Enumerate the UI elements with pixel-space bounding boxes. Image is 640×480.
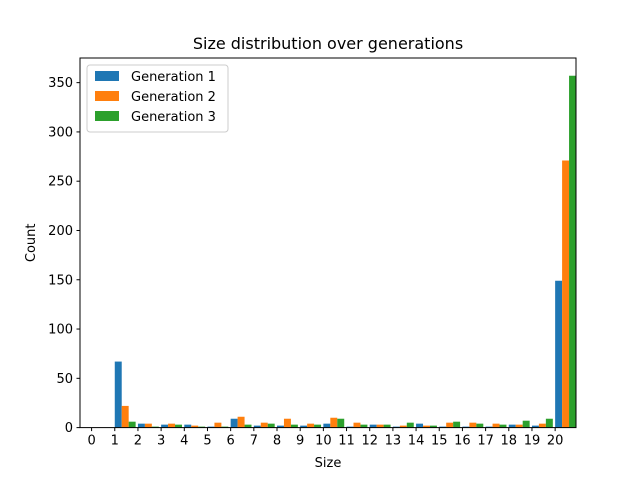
x-tick-label: 16 — [454, 434, 471, 449]
bar-gen3-size-17 — [499, 424, 507, 428]
x-tick-label: 15 — [431, 434, 448, 449]
x-tick-label: 6 — [227, 434, 235, 449]
bar-gen3-size-8 — [290, 424, 298, 428]
bar-gen2-size-2 — [144, 423, 152, 428]
bar-gen2-size-19 — [538, 423, 546, 428]
bar-gen2-size-20 — [562, 160, 570, 428]
bar-gen2-size-14 — [423, 425, 430, 428]
bar-gen1-size-12 — [369, 424, 377, 428]
bar-gen1-size-4 — [184, 424, 192, 428]
bar-gen2-size-18 — [515, 424, 523, 428]
bar-gen2-size-1 — [121, 405, 129, 428]
bar-gen3-size-20 — [569, 75, 576, 428]
bar-gen2-size-12 — [376, 424, 384, 428]
x-tick-label: 11 — [338, 434, 355, 449]
bars-layer — [114, 75, 576, 428]
legend-swatch-gen3 — [95, 111, 119, 121]
y-axis-label: Count — [24, 223, 39, 262]
bar-gen2-size-3 — [168, 423, 176, 428]
bar-gen3-size-14 — [429, 425, 437, 428]
y-tick-label: 200 — [48, 224, 73, 239]
x-axis-label: Size — [315, 456, 342, 471]
bar-gen1-size-6 — [230, 418, 238, 428]
y-tick-label: 100 — [48, 323, 73, 338]
bar-gen3-size-15 — [453, 421, 461, 428]
bar-gen2-size-15 — [446, 422, 454, 428]
x-tick-label: 20 — [547, 434, 564, 449]
y-tick-label: 350 — [48, 76, 73, 91]
x-tick-label: 9 — [296, 434, 304, 449]
bar-gen2-size-8 — [283, 418, 291, 428]
x-tick-label: 19 — [524, 434, 541, 449]
bar-gen3-size-13 — [406, 422, 414, 428]
x-tick-label: 4 — [180, 434, 188, 449]
x-tick-label: 7 — [250, 434, 258, 449]
bar-gen1-size-2 — [137, 423, 145, 428]
legend-label-gen2: Generation 2 — [131, 90, 216, 105]
x-ticks: 0 1 2 3 4 5 6 7 8 9 10 11 12 13 14 15 16 17 18 19 20 — [87, 427, 564, 449]
x-tick-label: 13 — [385, 434, 402, 449]
x-tick-label: 2 — [134, 434, 142, 449]
bar-gen1-size-1 — [114, 361, 122, 428]
bar-gen3-size-18 — [522, 420, 530, 428]
legend-swatch-gen2 — [95, 91, 119, 101]
bar-gen2-size-5 — [214, 422, 222, 428]
bar-gen1-size-8 — [277, 425, 284, 428]
x-tick-label: 18 — [501, 434, 518, 449]
bar-gen2-size-17 — [492, 423, 500, 428]
y-tick-label: 300 — [48, 125, 73, 140]
bar-gen3-size-3 — [175, 424, 182, 428]
y-tick-label: 50 — [56, 372, 73, 387]
bar-gen3-size-1 — [128, 421, 136, 428]
bar-gen3-size-7 — [267, 423, 275, 428]
bar-gen2-size-7 — [260, 422, 268, 428]
x-tick-label: 17 — [477, 434, 494, 449]
x-tick-label: 12 — [361, 434, 378, 449]
x-tick-label: 10 — [315, 434, 332, 449]
bar-gen1-size-19 — [531, 425, 539, 428]
bar-gen1-size-18 — [508, 424, 516, 428]
x-tick-label: 3 — [157, 434, 165, 449]
bar-gen2-size-11 — [353, 422, 361, 428]
y-ticks: 0 50 100 150 200 250 300 350 — [48, 76, 80, 436]
bar-gen2-size-13 — [399, 425, 407, 428]
x-tick-label: 1 — [111, 434, 119, 449]
bar-gen1-size-3 — [161, 424, 169, 428]
bar-gen1-size-20 — [555, 280, 563, 428]
legend-swatch-gen1 — [95, 71, 119, 81]
bar-gen2-size-9 — [307, 423, 315, 428]
y-tick-label: 0 — [65, 421, 73, 436]
x-tick-label: 14 — [408, 434, 425, 449]
bar-gen2-size-10 — [330, 417, 338, 428]
legend-label-gen3: Generation 3 — [131, 110, 216, 125]
bar-gen2-size-16 — [469, 422, 477, 428]
legend-label-gen1: Generation 1 — [131, 70, 216, 85]
bar-gen3-size-11 — [360, 424, 368, 428]
bar-gen1-size-14 — [416, 423, 424, 428]
chart-title: Size distribution over generations — [193, 34, 463, 53]
bar-gen1-size-9 — [300, 425, 308, 428]
bar-gen2-size-4 — [191, 425, 199, 428]
bar-gen3-size-9 — [314, 424, 322, 428]
x-tick-label: 0 — [87, 434, 95, 449]
bar-gen2-size-6 — [237, 416, 245, 428]
legend-box — [86, 64, 229, 133]
bar-gen3-size-12 — [383, 424, 391, 428]
bar-gen1-size-7 — [253, 425, 261, 428]
bar-gen3-size-6 — [244, 424, 252, 428]
plot-frame — [79, 57, 577, 429]
x-tick-label: 8 — [273, 434, 281, 449]
bar-gen1-size-10 — [323, 423, 331, 428]
legend: Generation 1 Generation 2 Generation 3 — [86, 64, 229, 133]
x-tick-label: 5 — [203, 434, 211, 449]
bar-gen3-size-19 — [545, 418, 553, 428]
y-tick-label: 150 — [48, 273, 73, 288]
bar-gen3-size-16 — [476, 423, 484, 428]
y-tick-label: 250 — [48, 175, 73, 190]
bar-gen3-size-10 — [337, 418, 345, 428]
